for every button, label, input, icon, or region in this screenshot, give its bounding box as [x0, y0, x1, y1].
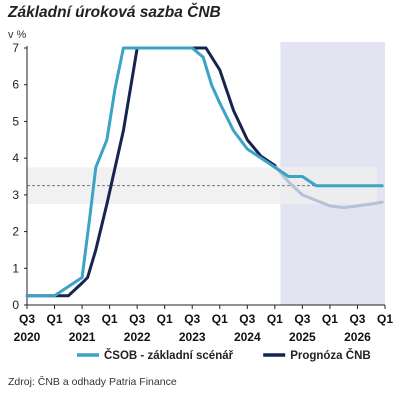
x-tick-quarter: Q3 — [129, 312, 145, 326]
y-tick-label: 7 — [12, 41, 19, 55]
source-note: Zdroj: ČNB a odhady Patria Finance — [8, 376, 177, 388]
y-tick-label: 5 — [12, 114, 19, 128]
series-line-csob — [25, 46, 384, 298]
x-tick-year: 2025 — [289, 330, 316, 344]
x-tick-quarter: Q1 — [157, 312, 173, 326]
x-tick-quarter: Q3 — [239, 312, 255, 326]
x-tick-quarter: Q1 — [322, 312, 338, 326]
y-axis-unit: v % — [8, 29, 27, 41]
x-tick-year: 2024 — [234, 330, 261, 344]
axes-layer — [24, 46, 386, 309]
legend-label-csob: ČSOB - základní scénář — [104, 349, 234, 362]
background-layer — [27, 42, 385, 305]
legend-label-cnb: Prognóza ČNB — [290, 349, 371, 362]
x-tick-quarter: Q3 — [184, 312, 200, 326]
series-line-cnb_forecast — [273, 164, 384, 210]
x-tick-year: 2021 — [69, 330, 96, 344]
x-tick-year: 2022 — [124, 330, 151, 344]
y-tick-label: 0 — [12, 298, 19, 312]
x-tick-year: 2023 — [179, 330, 206, 344]
x-tick-quarter: Q1 — [267, 312, 283, 326]
x-tick-quarter: Q3 — [294, 312, 310, 326]
x-tick-year: 2020 — [14, 330, 41, 344]
y-tick-label: 2 — [12, 225, 19, 239]
legend: ČSOB - základní scénář Prognóza ČNB — [77, 349, 371, 362]
chart-title: Základní úroková sazba ČNB — [8, 4, 221, 21]
labels-layer: 0 1 2 3 4 5 6 7v % Q3 2020 Q1 Q3 2021 Q1 Q3 2022 Q1 Q3 202… — [8, 29, 393, 344]
y-tick-label: 3 — [12, 188, 19, 202]
x-tick-quarter: Q3 — [74, 312, 90, 326]
x-tick-year: 2026 — [344, 330, 371, 344]
x-tick-quarter: Q3 — [19, 312, 35, 326]
series-layer — [25, 46, 384, 298]
x-tick-quarter: Q1 — [102, 312, 118, 326]
y-tick-label: 1 — [12, 261, 19, 275]
x-tick-quarter: Q1 — [47, 312, 63, 326]
y-tick-label: 6 — [12, 78, 19, 92]
x-tick-quarter: Q1 — [377, 312, 393, 326]
y-tick-label: 4 — [12, 151, 19, 165]
x-tick-quarter: Q1 — [212, 312, 228, 326]
x-tick-quarter: Q3 — [349, 312, 365, 326]
